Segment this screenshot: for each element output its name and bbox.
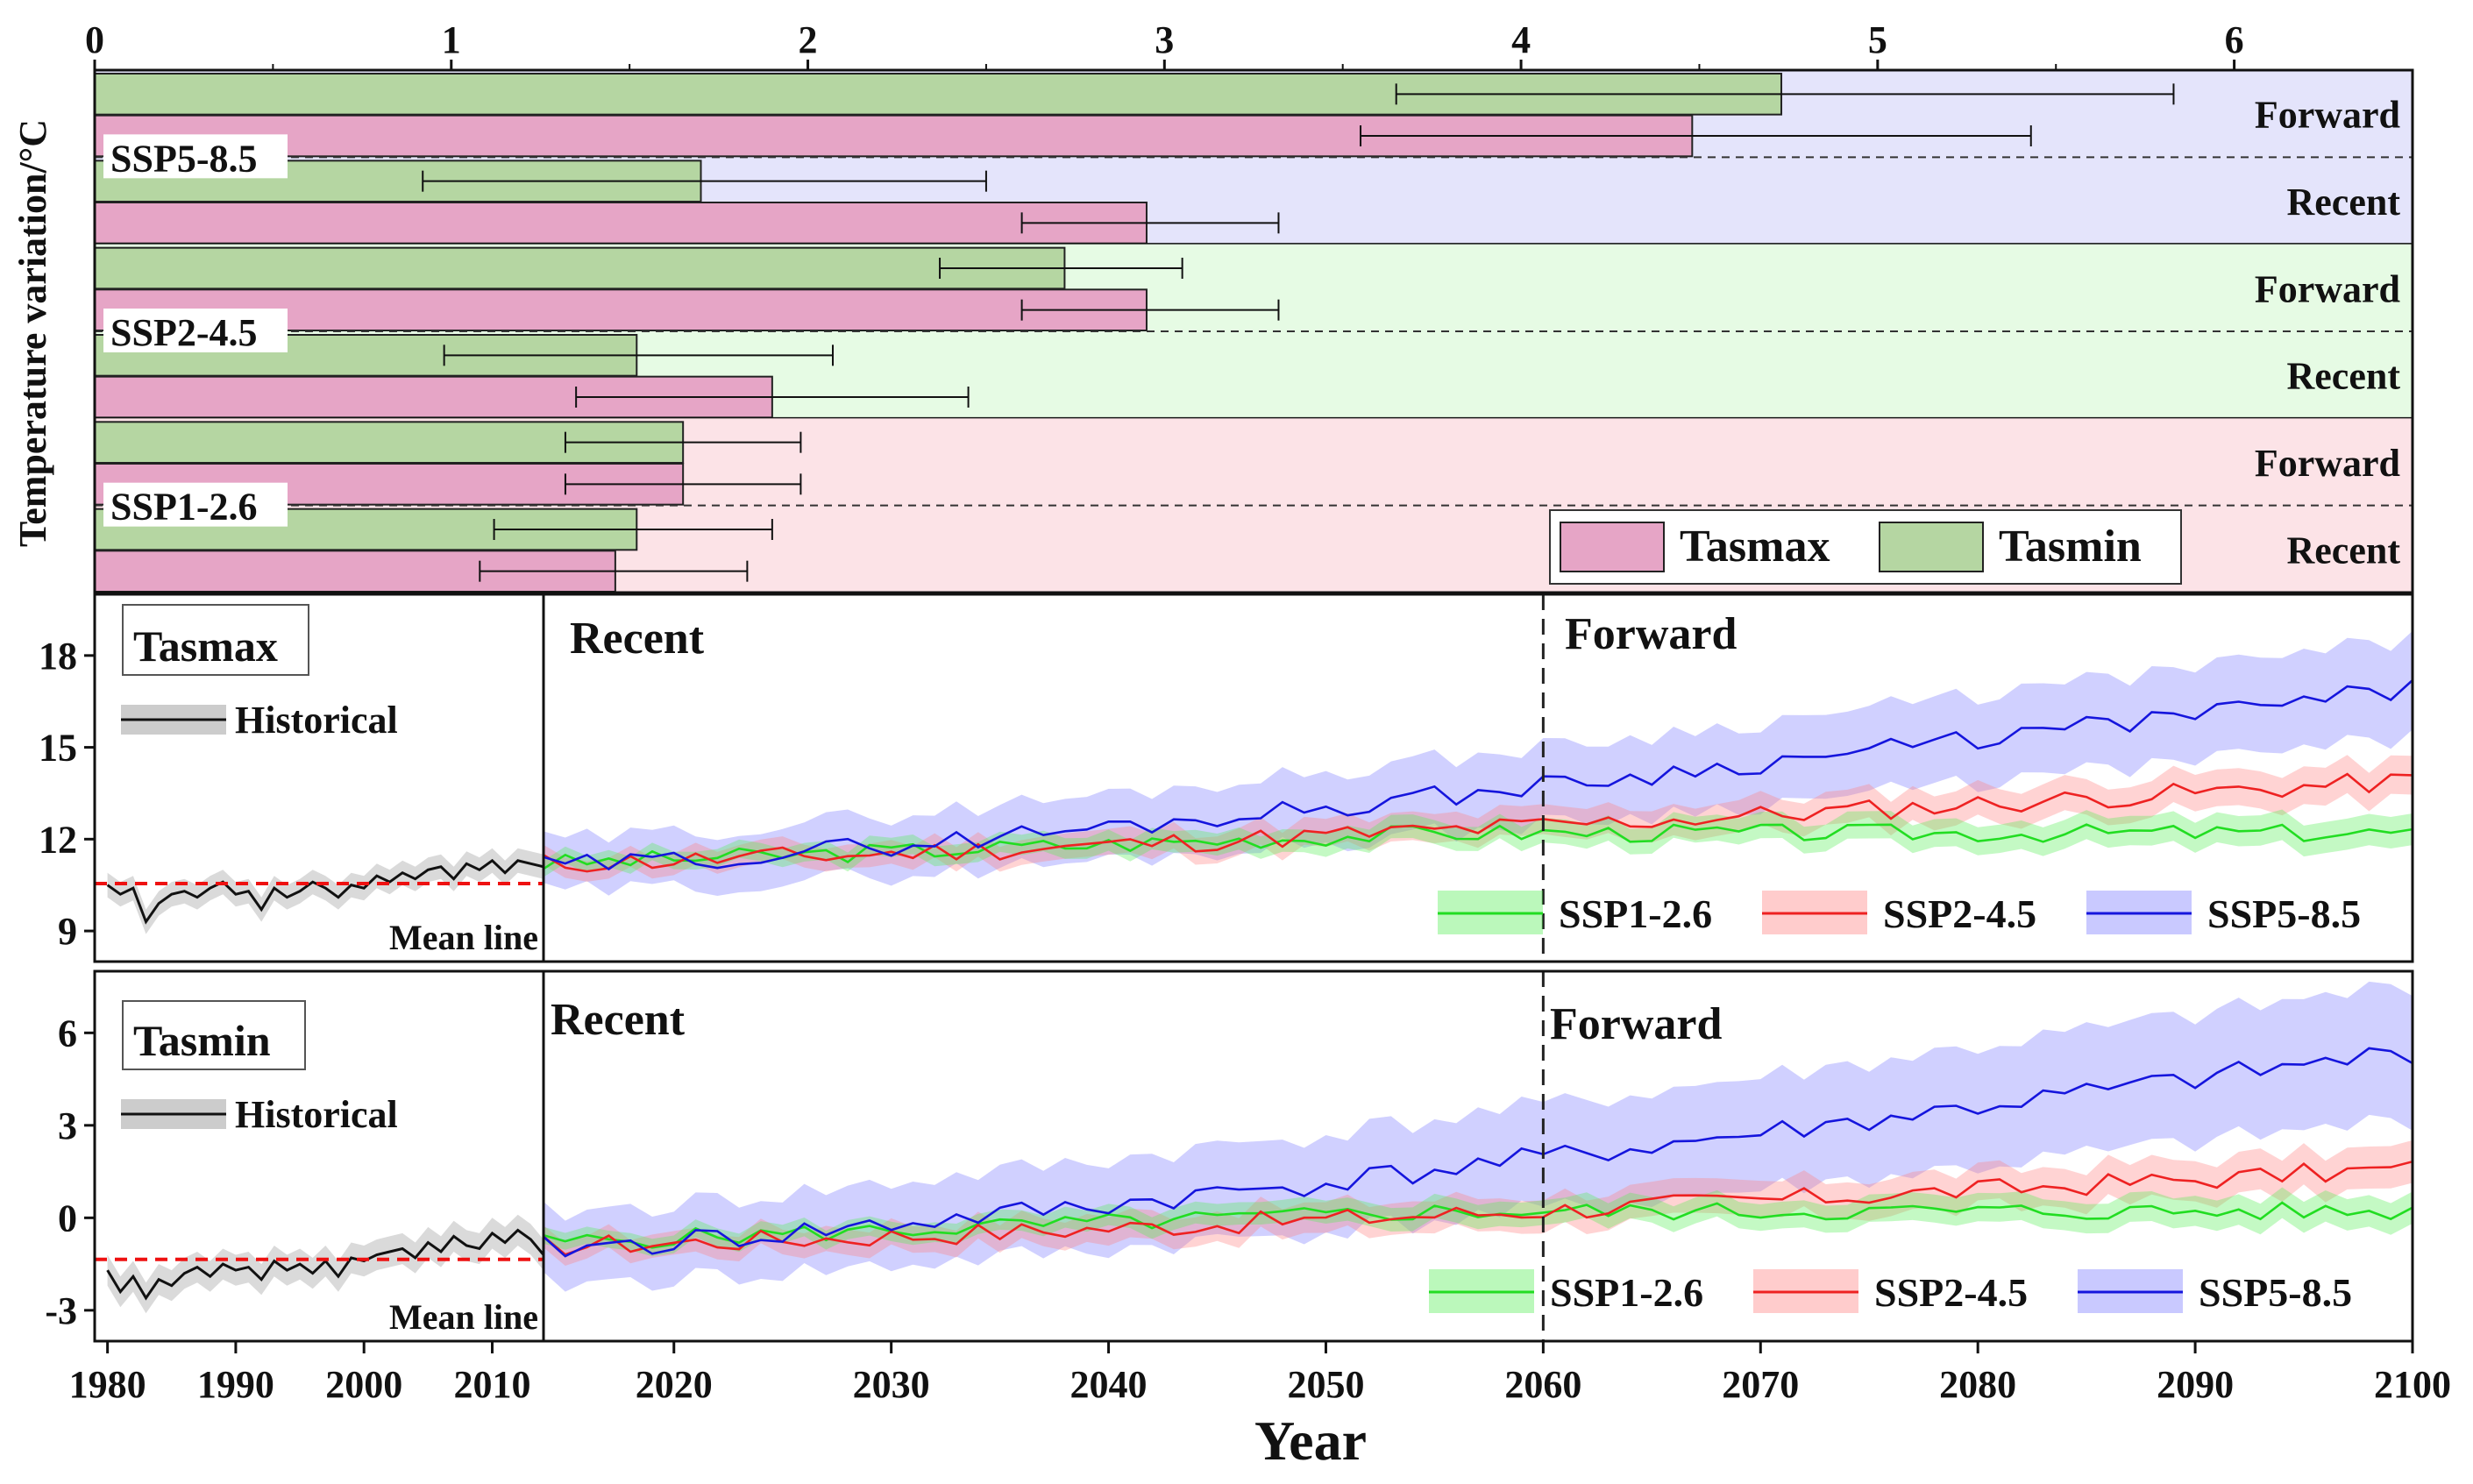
x-tick-label-2070: 2070 xyxy=(1722,1363,1799,1406)
group-label-ssp5-8-5: SSP5-8.5 xyxy=(110,137,257,180)
historical-line-tasmax xyxy=(106,858,544,925)
band-ssp5-8-5-tasmin xyxy=(544,981,2413,1292)
legend-swatch-tasmin xyxy=(1879,522,1984,572)
x-tick-label-2000: 2000 xyxy=(325,1363,402,1406)
bar-tasmin-ssp2-4-5-forward xyxy=(94,246,1066,290)
bar-panel-frame xyxy=(93,68,2414,594)
frame-tasmin xyxy=(93,969,2414,1343)
x-tick-label-2030: 2030 xyxy=(853,1363,930,1406)
series-legend-label-ssp5-8-5-tasmax: SSP5-8.5 xyxy=(2207,891,2361,936)
series-line-ssp1-2-6-tasmin xyxy=(543,1201,2413,1249)
band-ssp2-4-5-tasmax xyxy=(544,755,2413,882)
historical-legend-label-tasmax: Historical xyxy=(235,699,398,742)
variable-label-box-tasmin xyxy=(122,1000,306,1070)
legend-swatch-tasmax xyxy=(1560,522,1665,572)
bar-tasmax-ssp5-8-5-recent xyxy=(94,202,1148,245)
variable-label-tasmax: Tasmax xyxy=(133,621,278,671)
historical-legend-label-tasmin: Historical xyxy=(235,1093,398,1136)
plot-area-tasmax xyxy=(95,630,2413,934)
band-ssp2-4-5-tasmin xyxy=(544,1140,2413,1266)
series-line-ssp2-4-5-tasmin xyxy=(543,1160,2413,1256)
x-tick-label-2010: 2010 xyxy=(453,1363,530,1406)
x-tick-label-2090: 2090 xyxy=(2157,1363,2234,1406)
x-tick-label-2080: 2080 xyxy=(1939,1363,2016,1406)
bar-x-tick-label-4: 4 xyxy=(1511,18,1531,61)
temperature-axis-label: Temperature variation/°C xyxy=(11,119,54,547)
period-label-ssp1-2-6-forward: Forward xyxy=(2255,442,2400,485)
y-tick-label-tasmax-12: 12 xyxy=(39,818,77,861)
tasmax-line-panel: 9 12 15 18 Tasmax Historical Mean line Recent Fo… xyxy=(39,593,2414,963)
plot-area-tasmin xyxy=(95,981,2413,1314)
y-tick-label-tasmax-18: 18 xyxy=(39,635,77,678)
group-label-box-ssp5-8-5 xyxy=(103,134,288,179)
bar-x-tick-label-3: 3 xyxy=(1155,18,1174,61)
bar-x-tick-label-2: 2 xyxy=(799,18,818,61)
series-legend-label-ssp2-4-5-tasmin: SSP2-4.5 xyxy=(1874,1270,2028,1315)
y-tick-label-tasmin-3: 3 xyxy=(58,1104,77,1147)
mean-line-label-tasmax: Mean line xyxy=(389,918,538,957)
group-label-ssp2-4-5: SSP2-4.5 xyxy=(110,311,257,354)
period-label-forward-tasmin: Forward xyxy=(1550,999,1722,1049)
period-label-ssp1-2-6-recent: Recent xyxy=(2287,529,2401,572)
group-label-box-ssp1-2-6 xyxy=(103,482,288,527)
period-label-recent-tasmin: Recent xyxy=(551,995,686,1045)
series-line-ssp5-8-5-tasmax xyxy=(543,679,2413,871)
mean-line-label-tasmin: Mean line xyxy=(389,1297,538,1337)
period-label-ssp5-8-5-forward: Forward xyxy=(2255,94,2400,137)
tasmin-line-panel: -3 0 3 6 Tasmin Historical Mean line Recent Forw… xyxy=(45,969,2414,1343)
series-legend-label-ssp2-4-5-tasmax: SSP2-4.5 xyxy=(1883,891,2036,936)
y-tick-label-tasmin-6: 6 xyxy=(58,1012,77,1054)
x-tick-label-2100: 2100 xyxy=(2374,1363,2451,1406)
legend-label-tasmax: Tasmax xyxy=(1680,522,1830,572)
band-ssp5-8-5-tasmax xyxy=(544,630,2413,896)
x-tick-label-2050: 2050 xyxy=(1287,1363,1364,1406)
legend-label-tasmin: Tasmin xyxy=(1999,522,2142,572)
frame-tasmax xyxy=(93,593,2414,963)
bar-chart-panel: Forward Recent SSP5-8.5 Forward Recent SSP2-4… xyxy=(85,18,2414,594)
period-label-forward-tasmax: Forward xyxy=(1565,609,1737,659)
y-tick-label-tasmax-15: 15 xyxy=(39,727,77,770)
period-label-ssp5-8-5-recent: Recent xyxy=(2287,181,2401,224)
y-tick-label-tasmin-0: 0 xyxy=(58,1196,77,1239)
series-legend-label-ssp1-2-6-tasmin: SSP1-2.6 xyxy=(1550,1270,1703,1315)
bar-x-tick-label-0: 0 xyxy=(85,18,104,61)
x-tick-label-2060: 2060 xyxy=(1504,1363,1581,1406)
y-tick-label-tasmin-3: -3 xyxy=(45,1289,77,1332)
series-legend-label-ssp1-2-6-tasmax: SSP1-2.6 xyxy=(1559,891,1712,936)
x-tick-label-1990: 1990 xyxy=(197,1363,274,1406)
x-tick-label-2020: 2020 xyxy=(636,1363,713,1406)
band-ssp1-2-6-tasmin xyxy=(544,1187,2413,1257)
bar-x-tick-label-1: 1 xyxy=(442,18,461,61)
series-line-ssp2-4-5-tasmax xyxy=(543,772,2413,873)
y-tick-label-tasmax-9: 9 xyxy=(58,910,77,953)
series-legend-label-ssp5-8-5-tasmin: SSP5-8.5 xyxy=(2199,1270,2352,1315)
band-ssp1-2-6-tasmax xyxy=(544,809,2413,877)
group-label-box-ssp2-4-5 xyxy=(103,309,288,352)
variable-label-tasmin: Tasmin xyxy=(133,1016,271,1065)
group-label-ssp1-2-6: SSP1-2.6 xyxy=(110,486,257,529)
historical-band-tasmax xyxy=(107,848,544,934)
x-tick-label-1980: 1980 xyxy=(69,1363,146,1406)
period-label-ssp2-4-5-recent: Recent xyxy=(2287,355,2401,398)
shared-x-axis: 1980 1990 2000 2010 2020 2030 2040 2050 2060 2070… xyxy=(69,1341,2451,1406)
series-line-ssp5-8-5-tasmin xyxy=(543,1047,2413,1258)
x-tick-label-2040: 2040 xyxy=(1070,1363,1148,1406)
year-axis-label: Year xyxy=(1254,1409,1367,1472)
variable-label-box-tasmax xyxy=(122,604,309,676)
period-label-ssp2-4-5-forward: Forward xyxy=(2255,267,2400,310)
historical-band-tasmin xyxy=(107,1214,544,1314)
bar-x-tick-label-5: 5 xyxy=(1868,18,1887,61)
period-label-recent-tasmax: Recent xyxy=(570,614,705,664)
bar-x-tick-label-6: 6 xyxy=(2225,18,2244,61)
